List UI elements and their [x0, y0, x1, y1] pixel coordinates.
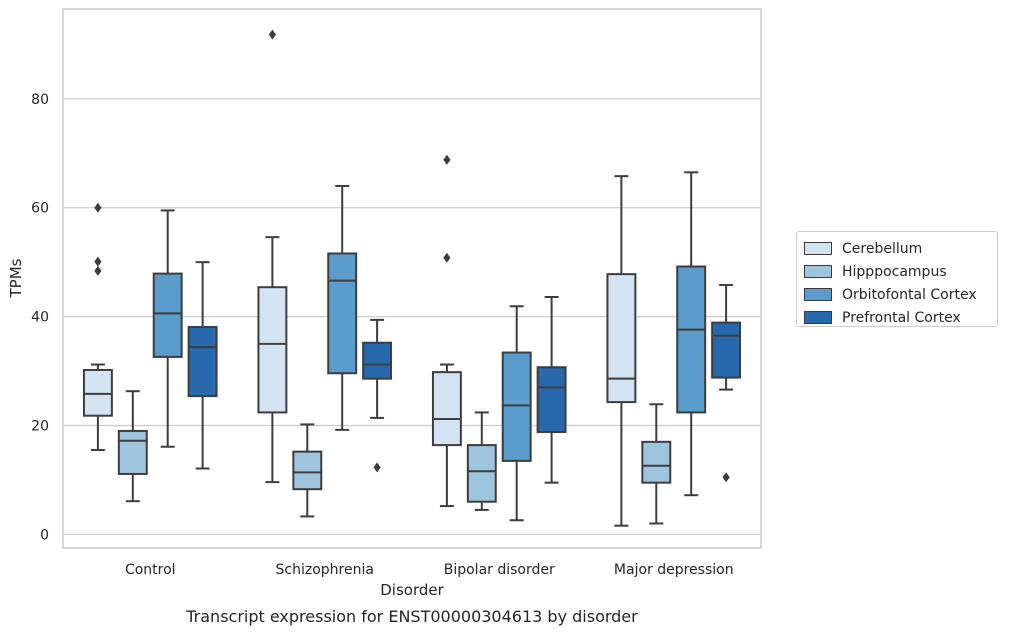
box-cerebellum-bipolar-disorder-outlier-1	[443, 154, 451, 165]
box-orbitofontal-cortex-bipolar-disorder	[501, 305, 532, 522]
legend-item-orbitofrontal-cortex: Orbitofontal Cortex	[804, 283, 997, 306]
legend-label-cerebellum: Cerebellum	[842, 240, 923, 257]
x-axis-label: Disorder	[380, 581, 444, 599]
box-prefrontal-cortex-schizophrenia	[362, 318, 393, 473]
box-cerebellum-bipolar-disorder-iqr	[431, 371, 462, 447]
box-cerebellum-schizophrenia	[257, 29, 288, 484]
y-tick-label-0: 0	[40, 527, 49, 543]
box-cerebellum-schizophrenia-outlier-0	[268, 29, 276, 40]
box-orbitofontal-cortex-major-depression	[676, 171, 707, 497]
box-prefrontal-cortex-control	[187, 261, 218, 470]
boxes	[82, 29, 742, 527]
legend-label-hippocampus: Hipppocampus	[842, 263, 947, 280]
legend-item-hippocampus: Hipppocampus	[804, 260, 997, 283]
legend-swatch-prefrontal-cortex	[804, 311, 832, 324]
box-hipppocampus-control-iqr	[117, 429, 148, 475]
box-cerebellum-bipolar-disorder	[431, 154, 462, 508]
legend-swatch-cerebellum	[804, 242, 832, 255]
box-hipppocampus-bipolar-disorder-iqr	[466, 444, 497, 503]
x-tick-label-schizophrenia: Schizophrenia	[276, 562, 374, 578]
plot-frame	[62, 8, 762, 549]
chart-title: Transcript expression for ENST0000030461…	[185, 607, 638, 626]
box-cerebellum-control-outlier-2	[94, 202, 102, 213]
legend-swatch-hippocampus	[804, 265, 832, 278]
x-tick-labels: Control Schizophrenia Bipolar disorder Majo…	[125, 562, 734, 578]
box-cerebellum-bipolar-disorder-outlier-0	[443, 252, 451, 263]
box-cerebellum-control-outlier-0	[94, 265, 102, 276]
box-cerebellum-major-depression	[606, 175, 637, 527]
box-prefrontal-cortex-major-depression	[711, 284, 742, 483]
y-tick-labels: 0 20 40 60 80	[31, 92, 49, 544]
box-orbitofontal-cortex-control	[152, 209, 183, 448]
legend-label-prefrontal-cortex: Prefrontal Cortex	[842, 309, 961, 326]
box-prefrontal-cortex-bipolar-disorder	[536, 296, 567, 484]
box-prefrontal-cortex-major-depression-outlier-0	[722, 472, 730, 483]
box-prefrontal-cortex-control-iqr	[187, 325, 218, 398]
box-hipppocampus-bipolar-disorder	[466, 411, 497, 511]
box-orbitofontal-cortex-major-depression-iqr	[676, 265, 707, 414]
box-hipppocampus-major-depression	[641, 403, 672, 525]
box-cerebellum-control	[82, 202, 113, 451]
legend-item-prefrontal-cortex: Prefrontal Cortex	[804, 306, 997, 329]
box-hipppocampus-major-depression-iqr	[641, 440, 672, 484]
box-orbitofontal-cortex-schizophrenia	[327, 184, 358, 431]
x-tick-label-bipolar-disorder: Bipolar disorder	[444, 562, 555, 578]
box-orbitofontal-cortex-bipolar-disorder-iqr	[501, 351, 532, 462]
box-cerebellum-control-iqr	[82, 368, 113, 417]
x-tick-label-major-depression: Major depression	[614, 562, 734, 578]
box-prefrontal-cortex-schizophrenia-outlier-0	[373, 462, 381, 473]
y-tick-label-40: 40	[31, 310, 49, 326]
x-tick-label-control: Control	[125, 562, 176, 578]
y-tick-label-60: 60	[31, 201, 49, 217]
legend-item-cerebellum: Cerebellum	[804, 237, 997, 260]
box-prefrontal-cortex-bipolar-disorder-iqr	[536, 366, 567, 434]
legend: Cerebellum Hipppocampus Orbitofontal Cor…	[796, 231, 998, 327]
box-hipppocampus-schizophrenia-iqr	[292, 450, 323, 491]
box-orbitofontal-cortex-control-iqr	[152, 272, 183, 358]
box-hipppocampus-schizophrenia	[292, 423, 323, 518]
y-tick-label-80: 80	[31, 92, 49, 108]
y-tick-label-20: 20	[31, 419, 49, 435]
box-cerebellum-major-depression-iqr	[606, 273, 637, 404]
box-cerebellum-control-outlier-1	[94, 256, 102, 267]
legend-label-orbitofrontal-cortex: Orbitofontal Cortex	[842, 286, 977, 303]
box-prefrontal-cortex-major-depression-iqr	[711, 321, 742, 379]
y-axis-label: TPMs	[7, 258, 25, 298]
box-cerebellum-schizophrenia-iqr	[257, 286, 288, 414]
legend-swatch-orbitofrontal-cortex	[804, 288, 832, 301]
box-hipppocampus-control	[117, 390, 148, 503]
box-orbitofontal-cortex-schizophrenia-iqr	[327, 252, 358, 375]
box-prefrontal-cortex-schizophrenia-iqr	[362, 341, 393, 380]
